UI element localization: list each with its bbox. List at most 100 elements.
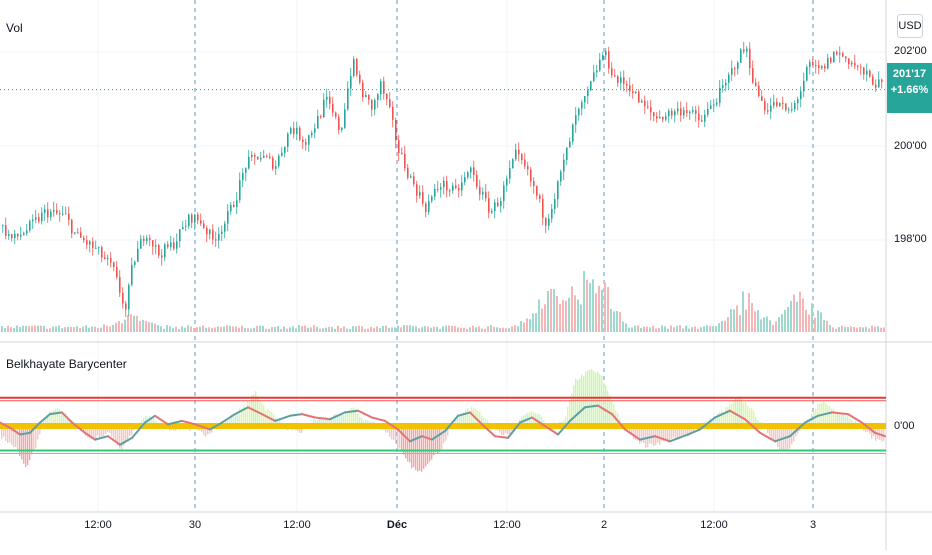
histogram-bar	[29, 426, 30, 460]
volume-bar	[400, 327, 402, 332]
volume-bar	[700, 327, 702, 332]
candle-body	[170, 243, 172, 248]
candle-body	[278, 156, 280, 166]
volume-bar	[502, 328, 504, 332]
candle-body	[554, 199, 556, 209]
volume-bar	[475, 327, 477, 332]
volume-bar	[292, 326, 294, 332]
volume-bar	[91, 327, 93, 332]
volume-bar	[19, 327, 21, 332]
histogram-bar	[599, 374, 600, 426]
volume-bar	[169, 326, 171, 332]
volume-bar	[67, 327, 69, 332]
candle-body	[83, 238, 85, 241]
volume-bar	[7, 326, 9, 332]
volume-bar	[493, 327, 495, 332]
candle-body	[320, 116, 322, 117]
volume-bar	[121, 323, 123, 332]
candle-body	[350, 76, 352, 88]
volume-bar	[58, 326, 60, 332]
volume-bar	[826, 321, 828, 332]
candle-body	[383, 81, 385, 94]
candle-body	[332, 104, 334, 113]
volume-bar	[733, 309, 735, 332]
volume-bar	[484, 329, 486, 332]
volume-bar	[613, 311, 615, 332]
candle-body	[416, 184, 418, 195]
currency-button[interactable]: USD	[897, 14, 923, 38]
histogram-bar	[411, 426, 412, 468]
volume-bar	[478, 326, 480, 332]
candle-body	[134, 262, 136, 265]
volume-bar	[850, 326, 852, 332]
signal-line-segment	[95, 436, 108, 439]
histogram-bar	[429, 426, 430, 461]
candle-body	[458, 188, 460, 190]
volume-bar	[160, 326, 162, 332]
volume-bar	[130, 314, 132, 332]
volume-bar	[412, 326, 414, 332]
time-axis-tick: 12:00	[700, 519, 728, 531]
candle-body	[23, 233, 25, 234]
candle-body	[764, 101, 766, 110]
volume-bar	[301, 326, 303, 332]
candle-body	[737, 63, 739, 69]
candle-body	[80, 232, 82, 237]
candle-body	[809, 62, 811, 67]
volume-bar	[460, 328, 462, 332]
candle-body	[515, 150, 517, 159]
candle-body	[827, 58, 829, 69]
candle-body	[233, 205, 235, 207]
volume-bar	[823, 320, 825, 332]
candle-body	[344, 109, 346, 128]
candle-body	[38, 217, 40, 221]
volume-bar	[601, 290, 603, 332]
volume-bar	[187, 325, 189, 332]
volume-bar	[790, 301, 792, 332]
candle-body	[347, 88, 349, 109]
candle-body	[854, 63, 856, 66]
candle-body	[785, 104, 787, 111]
volume-bar	[715, 326, 717, 332]
volume-bar	[871, 326, 873, 332]
histogram-bar	[735, 399, 736, 426]
volume-bar	[352, 326, 354, 332]
candle-body	[794, 103, 796, 109]
volume-bar	[337, 326, 339, 332]
candle-body	[872, 77, 874, 85]
volume-bar	[763, 317, 765, 332]
volume-bar	[634, 326, 636, 332]
histogram-bar	[419, 426, 420, 471]
volume-bar	[250, 328, 252, 332]
volume-bar	[856, 328, 858, 332]
volume-bar	[256, 326, 258, 332]
volume-bar	[112, 325, 114, 332]
volume-bar	[307, 328, 309, 332]
candle-body	[167, 244, 169, 247]
candle-body	[620, 77, 622, 83]
candle-body	[155, 245, 157, 246]
candle-body	[14, 234, 16, 238]
indicator-title: Belkhayate Barycenter	[6, 357, 127, 371]
volume-bar	[391, 327, 393, 332]
volume-bar	[787, 307, 789, 332]
candle-body	[143, 239, 145, 241]
volume-bar	[340, 328, 342, 332]
candle-body	[770, 106, 772, 112]
volume-bar	[811, 303, 813, 332]
candle-body	[152, 240, 154, 246]
candle-body	[242, 173, 244, 180]
candle-body	[638, 92, 640, 103]
volume-bar	[13, 328, 15, 332]
candle-body	[773, 102, 775, 106]
candle-body	[503, 186, 505, 202]
candle-body	[2, 225, 4, 226]
volume-bar	[49, 328, 51, 332]
volume-bar	[244, 328, 246, 332]
candle-body	[326, 97, 328, 100]
volume-bar	[589, 283, 591, 332]
volume-bar	[214, 328, 216, 332]
time-axis-tick: 2	[601, 519, 607, 531]
